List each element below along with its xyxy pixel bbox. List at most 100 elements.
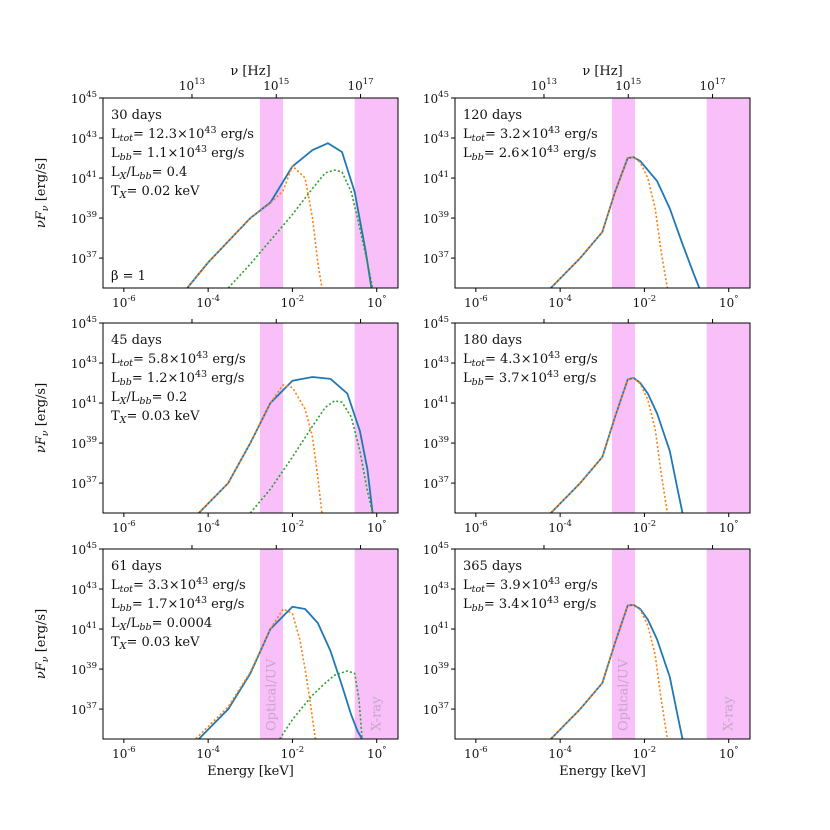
total-series-line bbox=[549, 156, 701, 288]
x-axis-label: Energy [keV] bbox=[207, 764, 294, 779]
top-x-tick-label: 1015 bbox=[263, 77, 289, 93]
plot-frame bbox=[102, 322, 399, 514]
y-tick-label: 1041 bbox=[71, 395, 97, 411]
x-tick-label: 10-4 bbox=[196, 519, 220, 535]
optical-uv-label: Optical/UV bbox=[265, 658, 280, 731]
panel-annotation: Ltot= 3.3×1043 erg/s bbox=[111, 576, 246, 595]
panel-annotation: Lbb= 1.1×1043 erg/s bbox=[111, 144, 244, 163]
plot-frame bbox=[102, 548, 399, 740]
x-tick-label: 10-6 bbox=[464, 519, 488, 535]
y-tick-label: 1039 bbox=[71, 435, 97, 451]
blackbody-series-line bbox=[549, 156, 669, 288]
y-tick-label: 1037 bbox=[423, 475, 449, 491]
panel-annotation: 30 days bbox=[111, 108, 162, 123]
x-tick-label: 10-6 bbox=[464, 294, 488, 310]
panel-annotation: TX= 0.02 keV bbox=[111, 184, 200, 201]
y-tick-label: 1043 bbox=[71, 355, 97, 371]
y-tick-label: 1045 bbox=[71, 315, 97, 331]
x-ray-label: X-ray bbox=[369, 696, 384, 731]
panel-annotation: Lbb= 3.4×1043 erg/s bbox=[463, 595, 596, 614]
x-tick-label: 10° bbox=[719, 519, 739, 535]
y-tick-label: 1045 bbox=[71, 90, 97, 106]
y-tick-label: 1041 bbox=[71, 621, 97, 637]
x-tick-label: 10° bbox=[367, 294, 387, 310]
y-tick-label: 1037 bbox=[71, 475, 97, 491]
xray-series-line bbox=[227, 169, 374, 288]
x-tick-label: 10-2 bbox=[633, 745, 657, 761]
blackbody-series-line bbox=[186, 165, 323, 288]
x-tick-label: 10-2 bbox=[281, 745, 305, 761]
panel-annotation: 180 days bbox=[463, 333, 522, 348]
x-ray-band bbox=[354, 98, 398, 288]
panel-annotation: Ltot= 4.3×1043 erg/s bbox=[463, 350, 598, 369]
y-tick-label: 1039 bbox=[71, 210, 97, 226]
y-tick-label: 1041 bbox=[423, 621, 449, 637]
blackbody-series-line bbox=[197, 384, 323, 513]
panel-1: 10-6 10-4 10-2 10° 1013 1015 1017 1037 1039 1041 1… bbox=[34, 64, 399, 310]
x-tick-label: 10° bbox=[719, 745, 739, 761]
x-ray-band bbox=[706, 98, 750, 288]
y-tick-label: 1041 bbox=[423, 395, 449, 411]
panel-annotation: Ltot= 12.3×1043 erg/s bbox=[111, 125, 254, 144]
optical-uv-band bbox=[611, 323, 636, 513]
panel-annotation: LX/Lbb= 0.2 bbox=[111, 390, 187, 407]
y-axis-label: νFν [erg/s] bbox=[34, 158, 51, 228]
panel-annotation: 61 days bbox=[111, 559, 162, 574]
panel-annotation: 365 days bbox=[463, 559, 522, 574]
y-axis-label: νFν [erg/s] bbox=[34, 609, 51, 679]
optical-uv-label: Optical/UV bbox=[617, 658, 632, 731]
panel-annotation: Lbb= 3.7×1043 erg/s bbox=[463, 369, 596, 388]
x-tick-label: 10-4 bbox=[196, 745, 220, 761]
x-tick-label: 10-4 bbox=[548, 519, 572, 535]
x-tick-label: 10-6 bbox=[112, 294, 136, 310]
plot-frame bbox=[454, 97, 751, 289]
x-tick-label: 10-4 bbox=[548, 745, 572, 761]
panel-annotation: TX= 0.03 keV bbox=[111, 409, 200, 426]
x-tick-label: 10° bbox=[719, 294, 739, 310]
optical-uv-band bbox=[611, 98, 636, 288]
panel-2: 10-6 10-4 10-2 10° 1013 1015 1017 1037 1039 1041 1… bbox=[423, 64, 751, 310]
x-tick-label: 10-2 bbox=[281, 519, 305, 535]
top-x-axis-label: ν [Hz] bbox=[230, 64, 270, 79]
top-x-tick-label: 1013 bbox=[531, 77, 557, 93]
x-ray-band bbox=[354, 323, 398, 513]
total-series-line bbox=[197, 376, 374, 513]
total-series-line bbox=[197, 605, 363, 739]
panel-annotation: 120 days bbox=[463, 108, 522, 123]
y-tick-label: 1045 bbox=[423, 90, 449, 106]
x-ray-band bbox=[706, 323, 750, 513]
y-tick-label: 1037 bbox=[423, 250, 449, 266]
blackbody-series-line bbox=[194, 608, 317, 739]
x-ray-label: X-ray bbox=[721, 696, 736, 731]
x-ray-band bbox=[706, 549, 750, 739]
y-tick-label: 1043 bbox=[423, 581, 449, 597]
panel-annotation: Ltot= 5.8×1043 erg/s bbox=[111, 350, 246, 369]
panel-annotation: LX/Lbb= 0.0004 bbox=[111, 616, 212, 633]
y-tick-label: 1039 bbox=[423, 661, 449, 677]
blackbody-series-line bbox=[549, 377, 669, 513]
top-x-tick-label: 1017 bbox=[699, 77, 725, 93]
y-tick-label: 1043 bbox=[71, 581, 97, 597]
x-axis-label: Energy [keV] bbox=[559, 764, 646, 779]
y-tick-label: 1041 bbox=[71, 170, 97, 186]
x-tick-label: 10-2 bbox=[633, 519, 657, 535]
xray-series-line bbox=[249, 400, 374, 513]
y-tick-label: 1041 bbox=[423, 170, 449, 186]
panel-3: 10-6 10-4 10-2 10° 1037 1039 1041 1043 1045 45 da… bbox=[34, 315, 399, 535]
plot-frame bbox=[102, 97, 399, 289]
x-tick-label: 10-2 bbox=[281, 294, 305, 310]
panel-annotation: Ltot= 3.2×1043 erg/s bbox=[463, 125, 598, 144]
top-x-tick-label: 1015 bbox=[615, 77, 641, 93]
beta-label: β = 1 bbox=[111, 269, 146, 284]
panel-annotation: Lbb= 1.2×1043 erg/s bbox=[111, 369, 244, 388]
plot-frame bbox=[454, 322, 751, 514]
optical-uv-band bbox=[259, 98, 284, 288]
x-tick-label: 10-6 bbox=[464, 745, 488, 761]
xray-series-line bbox=[279, 670, 363, 739]
y-tick-label: 1045 bbox=[423, 541, 449, 557]
y-tick-label: 1037 bbox=[71, 701, 97, 717]
top-x-axis-label: ν [Hz] bbox=[582, 64, 622, 79]
y-tick-label: 1039 bbox=[71, 661, 97, 677]
panel-annotation: LX/Lbb= 0.4 bbox=[111, 165, 187, 182]
